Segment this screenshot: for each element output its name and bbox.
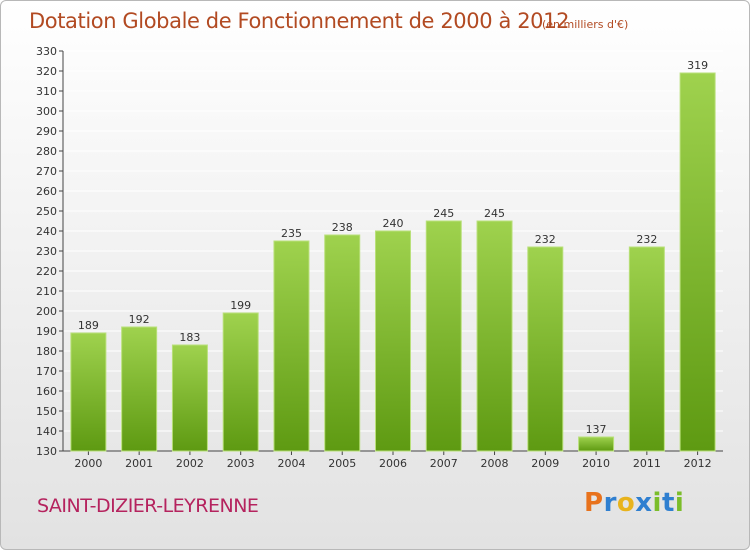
y-tick-label: 260: [36, 185, 57, 198]
y-tick-label: 150: [36, 405, 57, 418]
value-label-2005: 238: [332, 221, 353, 234]
bar-2004: [273, 240, 310, 452]
y-tick-label: 320: [36, 65, 57, 78]
y-tick-label: 160: [36, 385, 57, 398]
y-tick-label: 170: [36, 365, 57, 378]
y-tick-label: 130: [36, 445, 57, 458]
bar-2012: [679, 72, 716, 452]
proxiti-logo[interactable]: Proxiti: [584, 488, 684, 518]
bar-2010: [578, 436, 615, 452]
y-tick-label: 280: [36, 145, 57, 158]
chart-title: Dotation Globale de Fonctionnement de 20…: [29, 9, 570, 33]
x-tick-label: 2004: [277, 457, 305, 470]
chart-subtitle: (en milliers d'€): [542, 18, 629, 31]
value-label-2002: 183: [179, 331, 200, 344]
bars: [70, 72, 716, 452]
x-tick-label: 2001: [125, 457, 153, 470]
bar-2003: [222, 312, 259, 452]
y-tick-label: 310: [36, 85, 57, 98]
bar-2009: [527, 246, 564, 452]
y-tick-label: 210: [36, 285, 57, 298]
x-tick-label: 2005: [328, 457, 356, 470]
value-label-2009: 232: [535, 233, 556, 246]
x-tick-label: 2008: [481, 457, 509, 470]
bar-2001: [121, 326, 158, 452]
x-tick-label: 2000: [74, 457, 102, 470]
logo-letter: i: [652, 488, 662, 518]
bar-2006: [375, 230, 411, 452]
y-tick-label: 180: [36, 345, 57, 358]
logo-letter: x: [635, 488, 653, 518]
x-tick-label: 2006: [379, 457, 407, 470]
value-label-2007: 245: [433, 207, 454, 220]
x-tick-label: 2002: [176, 457, 204, 470]
y-tick-label: 240: [36, 225, 57, 238]
value-label-2001: 192: [129, 313, 150, 326]
bar-2008: [476, 220, 513, 452]
y-tick-label: 290: [36, 125, 57, 138]
logo-letter: r: [603, 488, 617, 518]
logo-letter: t: [661, 488, 675, 518]
bar-2005: [324, 234, 361, 452]
logo-letter: o: [616, 488, 636, 518]
logo-letter: P: [584, 488, 604, 518]
place-name: SAINT-DIZIER-LEYRENNE: [37, 495, 259, 517]
value-label-2012: 319: [687, 59, 708, 72]
bar-2002: [171, 344, 208, 452]
value-label-2010: 137: [586, 423, 607, 436]
x-tick-label: 2012: [684, 457, 712, 470]
logo-letter: i: [674, 488, 685, 518]
bar-2007: [425, 220, 462, 452]
y-tick-label: 200: [36, 305, 57, 318]
y-tick-label: 230: [36, 245, 57, 258]
value-label-2000: 189: [78, 319, 99, 332]
value-label-2011: 232: [636, 233, 657, 246]
value-label-2006: 240: [383, 217, 404, 230]
bar-2000: [70, 332, 107, 452]
y-tick-label: 300: [36, 105, 57, 118]
y-tick-label: 190: [36, 325, 57, 338]
x-tick-label: 2003: [227, 457, 255, 470]
y-tick-label: 270: [36, 165, 57, 178]
x-tick-label: 2009: [531, 457, 559, 470]
x-tick-label: 2011: [633, 457, 661, 470]
x-tick-label: 2007: [430, 457, 458, 470]
bar-2011: [628, 246, 665, 452]
value-label-2004: 235: [281, 227, 302, 240]
y-tick-label: 330: [36, 45, 57, 58]
x-tick-label: 2010: [582, 457, 610, 470]
y-tick-label: 220: [36, 265, 57, 278]
y-tick-label: 140: [36, 425, 57, 438]
value-labels: 189 192 183 199 235 238 240 245 245 232 137 232 319: [78, 59, 708, 436]
value-label-2008: 245: [484, 207, 505, 220]
value-label-2003: 199: [230, 299, 251, 312]
y-tick-label: 250: [36, 205, 57, 218]
